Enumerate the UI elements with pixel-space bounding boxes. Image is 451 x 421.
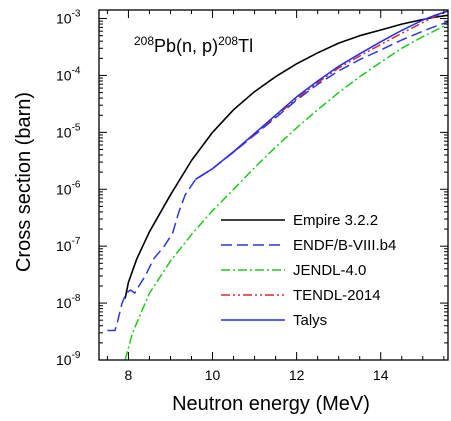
y-axis-title: Cross section (barn)	[13, 92, 35, 272]
series-line-1	[124, 14, 448, 299]
y-tick-label: 10-9	[56, 350, 81, 368]
x-tick-label: 14	[373, 367, 389, 383]
axis-tick-labels: 8 10 12 14 10-9 10-8 10-7 10-6 10-5 10-4 10-3	[56, 9, 389, 383]
y-tick-label: 10-7	[56, 236, 81, 254]
x-tick-label: 8	[125, 367, 133, 383]
reaction-annotation: 208Pb(n, p)208Tl	[134, 34, 253, 56]
legend: Empire 3.2.2 ENDF/B-VIII.b4 JENDL-4.0 TENDL…	[221, 212, 396, 329]
x-tick-label: 12	[289, 367, 305, 383]
y-tick-label: 10-8	[56, 293, 81, 311]
plot-frame	[98, 9, 449, 361]
x-axis-title: Neutron energy (MeV)	[172, 393, 370, 415]
series-line-2	[107, 21, 448, 332]
series-line-3	[124, 23, 448, 360]
legend-label-4: TENDL-2014	[293, 287, 381, 304]
legend-label-2: ENDF/B-VIII.b4	[293, 237, 396, 254]
legend-label-1: Empire 3.2.2	[293, 212, 378, 229]
x-tick-label: 10	[205, 367, 221, 383]
legend-label-3: JENDL-4.0	[293, 262, 366, 279]
axis-ticks	[99, 10, 448, 361]
series-curves	[107, 10, 448, 360]
y-tick-label: 10-5	[56, 122, 81, 140]
y-tick-label: 10-6	[56, 179, 81, 197]
legend-label-5: Talys	[293, 312, 327, 329]
series-line-5	[195, 10, 448, 180]
y-tick-label: 10-4	[56, 65, 81, 83]
y-tick-label: 10-3	[56, 9, 81, 27]
